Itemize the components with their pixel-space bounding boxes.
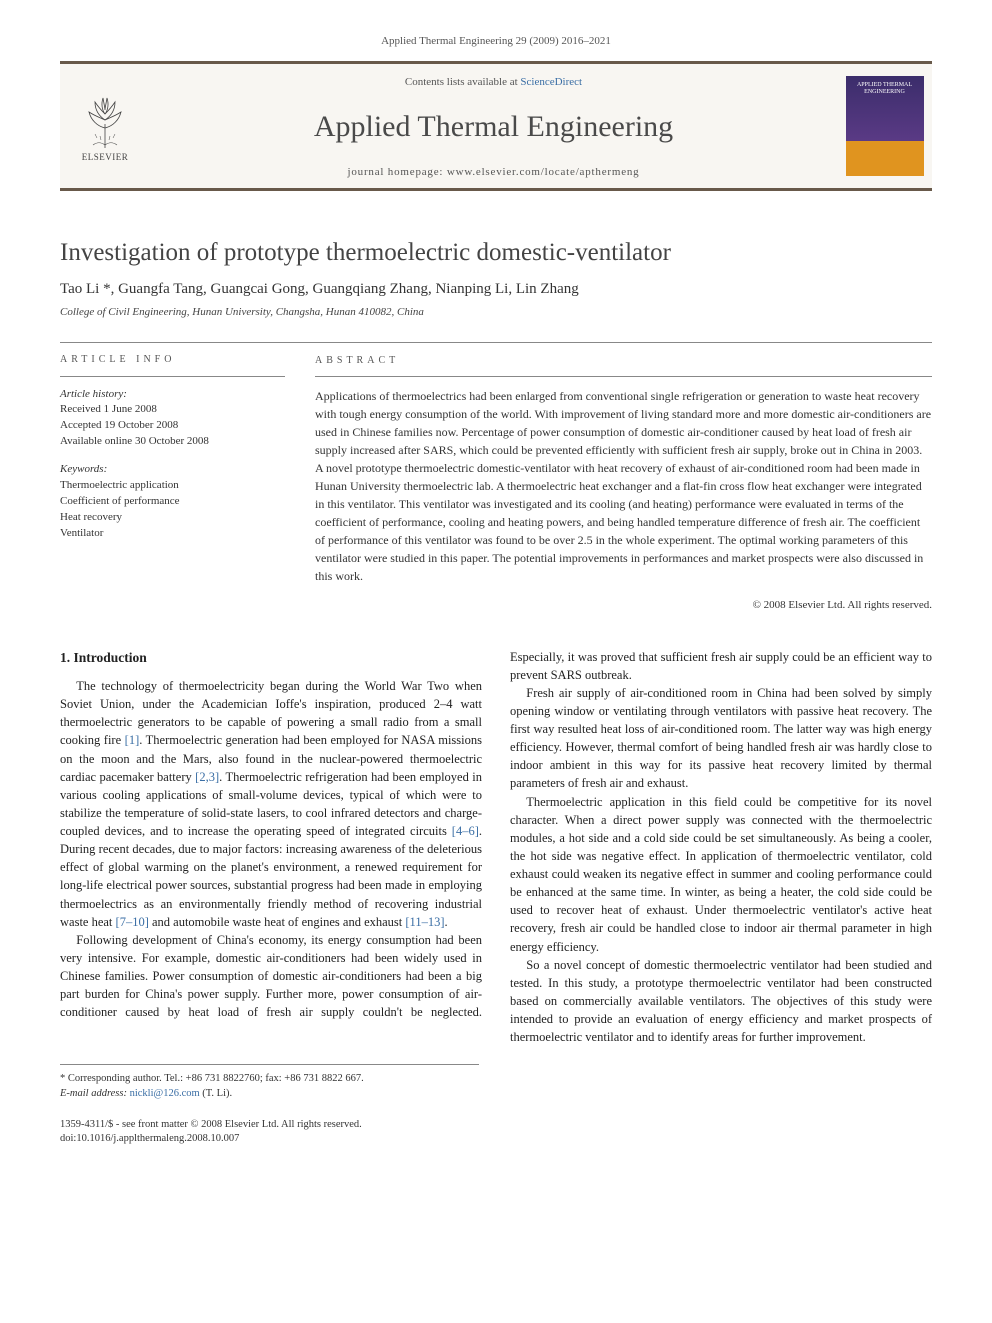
- article-body-columns: 1. Introduction The technology of thermo…: [60, 648, 932, 1047]
- keyword: Heat recovery: [60, 510, 285, 526]
- article-title: Investigation of prototype thermoelectri…: [60, 239, 932, 267]
- abstract-text: Applications of thermoelectrics had been…: [315, 387, 932, 585]
- article-info-head: ARTICLE INFO: [60, 343, 285, 377]
- keyword: Coefficient of performance: [60, 494, 285, 510]
- sciencedirect-link[interactable]: ScienceDirect: [520, 76, 582, 88]
- cover-title: APPLIED THERMAL ENGINEERING: [846, 82, 924, 96]
- homepage-url[interactable]: www.elsevier.com/locate/apthermeng: [447, 166, 640, 178]
- body-paragraph: So a novel concept of domestic thermoele…: [510, 956, 932, 1047]
- publisher-block: ELSEVIER: [60, 64, 150, 188]
- body-paragraph: The technology of thermoelectricity bega…: [60, 677, 482, 931]
- elsevier-tree-icon: [75, 90, 135, 150]
- body-paragraph: Thermoelectric application in this field…: [510, 793, 932, 956]
- journal-cover-thumb: APPLIED THERMAL ENGINEERING: [846, 76, 924, 176]
- abstract-head: ABSTRACT: [315, 343, 932, 377]
- received-date: Received 1 June 2008: [60, 402, 285, 418]
- contents-prefix: Contents lists available at: [405, 76, 520, 88]
- keyword: Ventilator: [60, 526, 285, 542]
- journal-homepage-line: journal homepage: www.elsevier.com/locat…: [348, 166, 640, 178]
- keyword: Thermoelectric application: [60, 478, 285, 494]
- article-info-column: ARTICLE INFO Article history: Received 1…: [60, 343, 285, 614]
- homepage-prefix: journal homepage:: [348, 166, 447, 178]
- abstract-copyright: © 2008 Elsevier Ltd. All rights reserved…: [315, 597, 932, 614]
- accepted-date: Accepted 19 October 2008: [60, 418, 285, 434]
- author-list: Tao Li *, Guangfa Tang, Guangcai Gong, G…: [60, 281, 932, 298]
- citation-link[interactable]: [2,3]: [195, 770, 219, 784]
- front-matter-line: 1359-4311/$ - see front matter © 2008 El…: [60, 1118, 932, 1133]
- corresponding-author: * Corresponding author. Tel.: +86 731 88…: [60, 1071, 479, 1086]
- cover-thumb-block: APPLIED THERMAL ENGINEERING: [837, 64, 932, 188]
- email-label: E-mail address:: [60, 1088, 130, 1099]
- citation-link[interactable]: [1]: [125, 733, 140, 747]
- page-footer: 1359-4311/$ - see front matter © 2008 El…: [60, 1118, 932, 1147]
- email-suffix: (T. Li).: [200, 1088, 232, 1099]
- online-date: Available online 30 October 2008: [60, 434, 285, 450]
- history-head: Article history:: [60, 387, 285, 403]
- doi-line: doi:10.1016/j.applthermaleng.2008.10.007: [60, 1132, 932, 1147]
- citation-link[interactable]: [4–6]: [452, 824, 479, 838]
- masthead-center: Contents lists available at ScienceDirec…: [150, 64, 837, 188]
- body-paragraph: Fresh air supply of air-conditioned room…: [510, 684, 932, 793]
- body-text: . During recent decades, due to major fa…: [60, 824, 482, 929]
- contents-lists-line: Contents lists available at ScienceDirec…: [405, 76, 582, 88]
- email-link[interactable]: nickli@126.com: [130, 1088, 200, 1099]
- abstract-column: ABSTRACT Applications of thermoelectrics…: [315, 343, 932, 614]
- citation-link[interactable]: [11–13]: [405, 915, 444, 929]
- publisher-name: ELSEVIER: [82, 152, 129, 162]
- keywords-head: Keywords:: [60, 462, 285, 478]
- section-heading: 1. Introduction: [60, 648, 482, 668]
- running-head: Applied Thermal Engineering 29 (2009) 20…: [60, 35, 932, 47]
- footnotes: * Corresponding author. Tel.: +86 731 88…: [60, 1064, 479, 1101]
- body-text: and automobile waste heat of engines and…: [149, 915, 406, 929]
- citation-link[interactable]: [7–10]: [116, 915, 149, 929]
- body-text: .: [445, 915, 448, 929]
- affiliation: College of Civil Engineering, Hunan Univ…: [60, 306, 932, 318]
- journal-title: Applied Thermal Engineering: [314, 110, 673, 144]
- info-abstract-row: ARTICLE INFO Article history: Received 1…: [60, 342, 932, 614]
- email-line: E-mail address: nickli@126.com (T. Li).: [60, 1086, 479, 1101]
- journal-masthead: ELSEVIER Contents lists available at Sci…: [60, 61, 932, 191]
